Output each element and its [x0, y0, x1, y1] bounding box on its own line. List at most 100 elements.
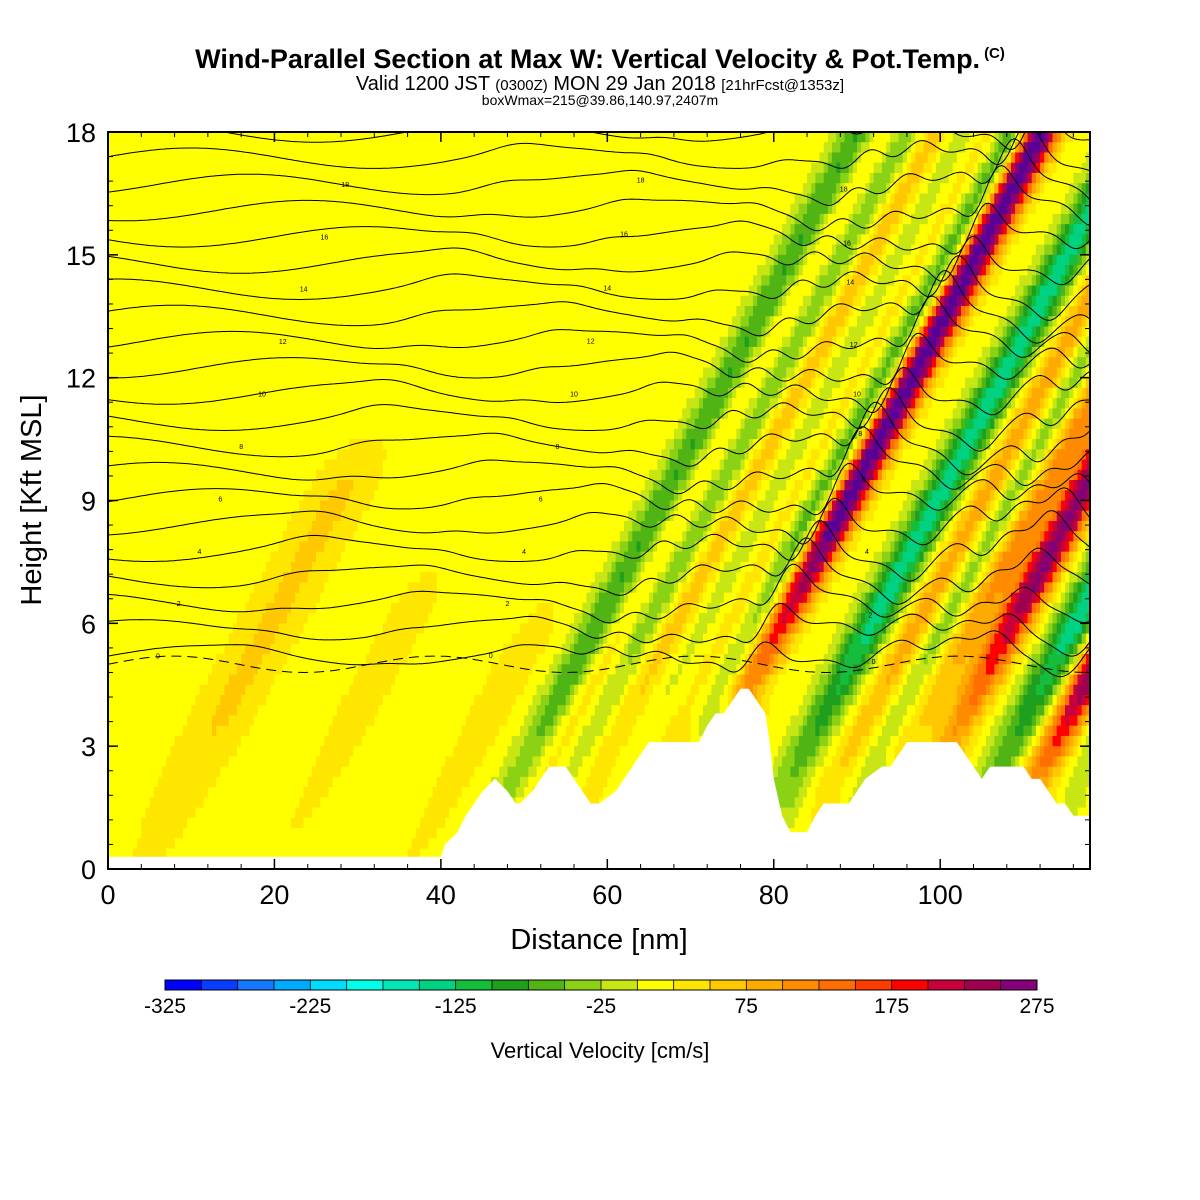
velocity-cell	[303, 715, 309, 727]
velocity-cell	[153, 797, 159, 809]
velocity-cell	[311, 848, 317, 860]
velocity-cell	[120, 674, 126, 686]
velocity-cell	[266, 787, 271, 798]
velocity-cell	[390, 520, 396, 532]
velocity-cell	[365, 510, 371, 522]
velocity-cell	[162, 213, 167, 225]
velocity-cell	[336, 172, 342, 184]
velocity-cell	[145, 828, 151, 839]
velocity-cell	[361, 828, 367, 839]
velocity-cell	[195, 234, 201, 246]
velocity-cell	[178, 224, 184, 235]
velocity-cell	[220, 664, 226, 676]
velocity-cell	[116, 500, 122, 512]
velocity-cell	[249, 203, 255, 215]
velocity-cell	[224, 224, 230, 235]
velocity-cell	[257, 797, 263, 809]
velocity-cell	[345, 510, 350, 522]
velocity-cell	[336, 715, 342, 727]
velocity-cell	[120, 162, 126, 174]
velocity-cell	[141, 613, 147, 624]
velocity-cell	[374, 346, 380, 358]
velocity-cell	[212, 203, 217, 215]
velocity-cell	[261, 797, 267, 809]
velocity-cell	[291, 520, 296, 532]
velocity-cell	[332, 265, 338, 276]
velocity-cell	[349, 418, 355, 430]
velocity-cell	[120, 541, 126, 553]
velocity-cell	[374, 705, 380, 717]
velocity-cell	[395, 285, 400, 297]
velocity-cell	[241, 490, 246, 502]
velocity-cell	[345, 285, 350, 297]
velocity-cell	[199, 469, 205, 481]
velocity-cell	[236, 602, 242, 614]
velocity-cell	[349, 428, 355, 440]
velocity-cell	[141, 213, 147, 225]
velocity-cell	[182, 459, 188, 471]
velocity-cell	[353, 715, 359, 727]
velocity-cell	[203, 797, 209, 809]
velocity-cell	[191, 838, 196, 850]
velocity-cell	[216, 377, 221, 389]
velocity-cell	[124, 797, 130, 809]
velocity-cell	[120, 367, 126, 379]
velocity-cell	[278, 510, 284, 522]
velocity-cell	[365, 776, 371, 788]
velocity-cell	[390, 735, 396, 747]
velocity-cell	[241, 244, 246, 256]
velocity-cell	[365, 572, 371, 583]
velocity-cell	[286, 377, 292, 389]
velocity-cell	[374, 326, 380, 338]
velocity-cell	[274, 224, 280, 235]
velocity-cell	[157, 244, 163, 256]
velocity-cell	[270, 500, 276, 512]
velocity-cell	[328, 418, 334, 430]
velocity-cell	[120, 418, 126, 430]
velocity-cell	[249, 254, 255, 266]
velocity-cell	[132, 142, 138, 154]
velocity-cell	[374, 265, 380, 276]
velocity-cell	[361, 561, 367, 573]
velocity-cell	[374, 306, 380, 317]
velocity-cell	[216, 705, 221, 717]
velocity-cell	[232, 705, 238, 717]
velocity-cell	[382, 725, 388, 737]
velocity-cell	[207, 551, 213, 563]
velocity-cell	[241, 387, 246, 399]
velocity-cell	[316, 439, 321, 450]
velocity-cell	[207, 674, 213, 686]
velocity-cell	[291, 172, 296, 184]
velocity-cell	[141, 654, 147, 665]
velocity-cell	[286, 162, 292, 174]
velocity-cell	[212, 336, 217, 348]
velocity-cell	[187, 162, 192, 174]
velocity-cell	[332, 715, 338, 727]
velocity-cell	[182, 551, 188, 563]
velocity-cell	[166, 500, 172, 512]
velocity-cell	[207, 449, 213, 461]
velocity-cell	[324, 142, 330, 154]
velocity-cell	[341, 306, 346, 317]
velocity-cell	[137, 848, 142, 860]
velocity-cell	[320, 531, 325, 543]
velocity-cell	[241, 756, 246, 768]
velocity-cell	[303, 654, 309, 665]
velocity-cell	[170, 776, 176, 788]
velocity-cell	[120, 613, 126, 624]
velocity-cell	[216, 817, 221, 829]
velocity-cell	[291, 735, 296, 747]
velocity-cell	[270, 684, 276, 696]
velocity-cell	[157, 234, 163, 246]
velocity-cell	[382, 817, 388, 829]
velocity-cell	[236, 684, 242, 696]
velocity-cell	[145, 674, 151, 686]
velocity-cell	[341, 715, 346, 727]
velocity-cell	[166, 469, 172, 481]
velocity-cell	[291, 132, 296, 143]
velocity-cell	[203, 623, 209, 635]
velocity-cell	[307, 807, 313, 819]
velocity-cell	[382, 807, 388, 819]
velocity-cell	[236, 828, 242, 839]
velocity-cell	[370, 387, 375, 399]
